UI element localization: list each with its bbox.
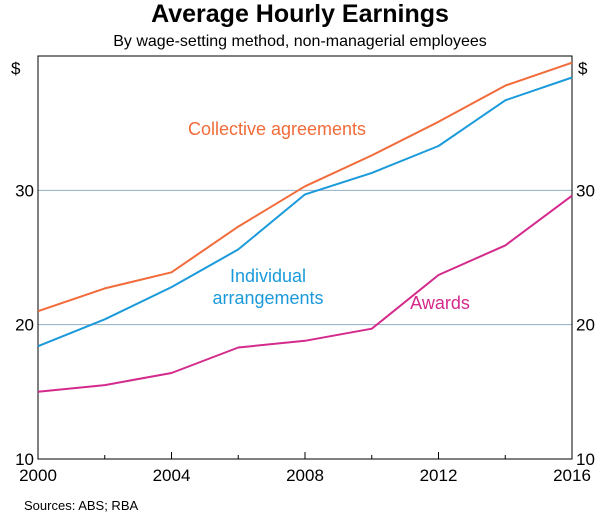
x-tick-label-2: 2008	[286, 466, 324, 485]
y-tick-label-right-1: 20	[576, 316, 595, 335]
chart-title: Average Hourly Earnings	[151, 0, 449, 28]
y-axis-ticks: 10 10 20 20 30 30	[15, 181, 595, 469]
chart-subtitle: By wage-setting method, non-managerial e…	[113, 33, 487, 50]
series-lines	[37, 61, 573, 393]
series-line-awards	[37, 194, 573, 393]
x-axis-ticks: 2000 2004 2008 2012 2016	[19, 452, 591, 485]
series-label-awards-0: Awards	[410, 293, 470, 313]
series-label-individual-arrangements-1: arrangements	[212, 288, 323, 308]
y-tick-label-left-2: 30	[15, 181, 34, 200]
x-tick-label-3: 2012	[420, 466, 458, 485]
y-unit-left: $	[11, 59, 21, 78]
chart-source: Sources: ABS; RBA	[24, 498, 138, 513]
series-line-individual-arrangements	[37, 76, 573, 348]
y-tick-label-left-0: 10	[15, 450, 34, 469]
y-tick-label-right-2: 30	[576, 181, 595, 200]
series-labels: Collective agreements Individualarrangeme…	[188, 119, 470, 313]
series-label-individual-arrangements-0: Individual	[230, 266, 306, 286]
series-line-collective-agreements	[37, 61, 573, 313]
series-label-collective-agreements-0: Collective agreements	[188, 119, 366, 139]
y-unit-right: $	[578, 59, 588, 78]
x-tick-label-0: 2000	[19, 466, 57, 485]
y-tick-label-left-1: 20	[15, 316, 34, 335]
gridlines	[38, 189, 572, 326]
x-tick-label-1: 2004	[153, 466, 191, 485]
y-tick-label-right-0: 10	[576, 450, 595, 469]
x-tick-label-4: 2016	[553, 466, 591, 485]
plot-frame	[37, 55, 573, 460]
